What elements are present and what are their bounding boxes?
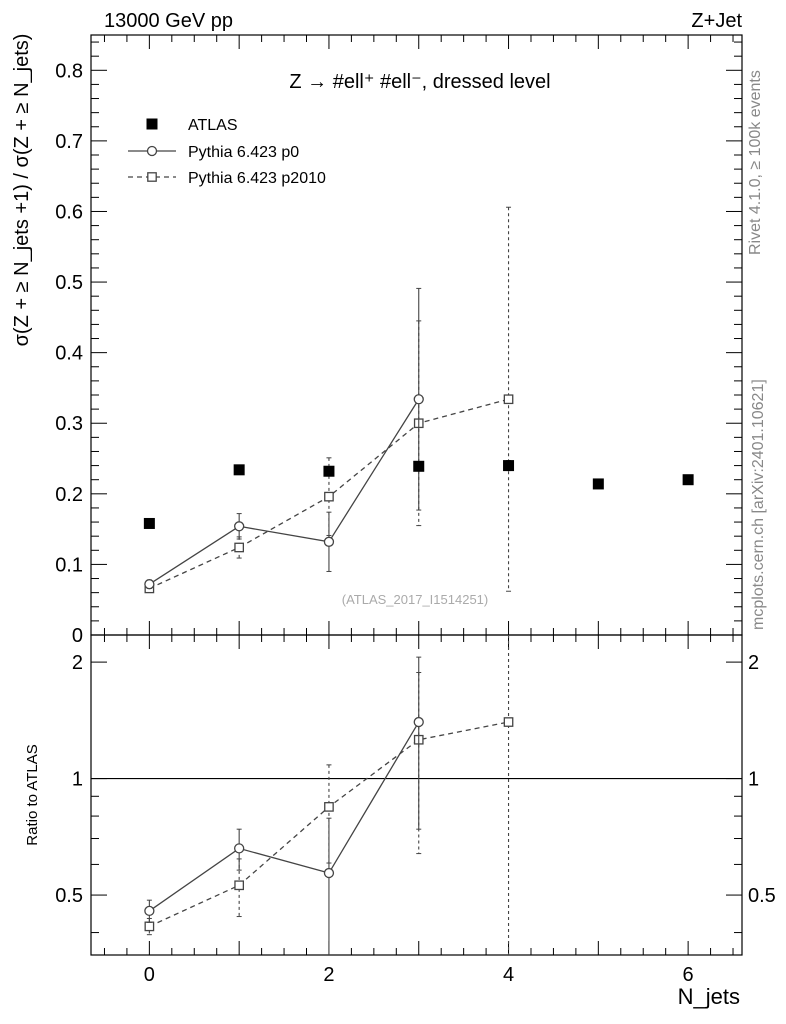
ratio-point-pythia-6-423-p2010 (503, 717, 514, 727)
y-tick-label: 0.5 (55, 272, 83, 294)
x-tick-label: 4 (503, 964, 514, 986)
x-tick-label: 2 (323, 964, 334, 986)
main-point-pythia-6-423-p2010 (234, 542, 245, 553)
main-point-atlas (413, 460, 425, 472)
ratio-point-pythia-6-423-p2010 (324, 802, 334, 812)
ratio-data-layer (91, 635, 742, 955)
ratio-point-pythia-6-423-p0 (144, 905, 155, 917)
legend-marker-atlas (146, 118, 158, 130)
main-y-axis-label: σ(Z + ≥ N_jets +1) / σ(Z + ≥ N_jets) (11, 34, 33, 347)
ratio-point-pythia-6-423-p0 (234, 843, 245, 854)
legend-label-pythia-6-423-p0: Pythia 6.423 p0 (188, 144, 299, 161)
plot-title: Z → #ell⁺ #ell⁻, dressed level (289, 71, 550, 93)
ratio-line-pythia-6-423-p0 (148, 721, 420, 912)
legend-label-pythia-6-423-p2010: Pythia 6.423 p2010 (188, 170, 326, 187)
main-point-pythia-6-423-p0 (234, 521, 245, 532)
legend-marker-pythia-6-423-p0 (146, 145, 158, 157)
y-tick-label: 0.4 (55, 343, 83, 365)
main-point-atlas (233, 464, 245, 476)
ratio-point-pythia-6-423-p0 (323, 867, 335, 879)
ratio-point-pythia-6-423-p2010 (144, 921, 155, 932)
ratio-y-axis-label: Ratio to ATLAS (24, 744, 41, 845)
main-point-atlas (682, 474, 694, 486)
ratio-point-pythia-6-423-p2010 (234, 880, 245, 891)
y-tick-label: 0.7 (55, 131, 83, 153)
ratio-y-tick-label-right: 1 (748, 769, 759, 791)
x-axis-label: N_jets (678, 984, 740, 1009)
main-axis-ticks: 0 0.1 0.2 0.3 0.4 0.5 0.6 0.7 0.8 (55, 35, 742, 647)
x-tick-label: 0 (144, 964, 155, 986)
ratio-y-tick-label-right: 2 (748, 652, 759, 674)
main-line-pythia-6-423-p0 (149, 398, 420, 585)
main-point-atlas (592, 478, 604, 490)
ratio-axis-ticks: 0.5 0.5 1 1 2 2 0 2 4 6 (55, 635, 776, 986)
y-tick-label: 0.8 (55, 60, 83, 82)
main-data-layer (143, 206, 694, 594)
rivet-version-label: Rivet 4.1.0, ≥ 100k events (747, 70, 764, 255)
ratio-y-tick-label: 2 (72, 652, 83, 674)
main-point-pythia-6-423-p0 (413, 394, 424, 405)
y-tick-label: 0 (72, 625, 83, 647)
ratio-y-tick-label: 1 (72, 769, 83, 791)
legend-label-atlas: ATLAS (188, 117, 238, 134)
y-tick-label: 0.3 (55, 413, 83, 435)
ratio-panel: 0.5 0.5 1 1 2 2 0 2 4 6 Ratio to ATLAS N_jets (24, 634, 776, 1009)
y-tick-label: 0.1 (55, 554, 83, 576)
main-panel: 0 0.1 0.2 0.3 0.4 0.5 0.6 0.7 0.8 Z → #ell⁺ #ell… (11, 34, 743, 647)
y-tick-label: 0.6 (55, 201, 83, 223)
ratio-point-pythia-6-423-p0 (413, 716, 424, 728)
main-point-pythia-6-423-p2010 (503, 394, 514, 405)
header-process-label: Z+Jet (691, 10, 742, 32)
legend-marker-pythia-6-423-p2010 (147, 172, 157, 182)
mcplots-credit-label: mcplots.cern.ch [arXiv:2401.10621] (750, 379, 767, 630)
main-point-atlas (323, 465, 335, 477)
main-point-pythia-6-423-p0 (144, 579, 155, 590)
main-point-pythia-6-423-p2010 (324, 491, 334, 502)
ratio-y-tick-label-right: 0.5 (748, 885, 776, 907)
x-tick-label: 6 (683, 964, 694, 986)
ratio-frame (90, 634, 743, 956)
header-energy-label: 13000 GeV pp (104, 10, 233, 32)
main-point-pythia-6-423-p0 (323, 536, 335, 547)
analysis-label: (ATLAS_2017_I1514251) (342, 592, 488, 607)
ratio-y-tick-label: 0.5 (55, 885, 83, 907)
main-point-atlas (503, 460, 515, 472)
y-tick-label: 0.2 (55, 484, 83, 506)
legend: ATLAS Pythia 6.423 p0 Pythia 6.423 p2010 (128, 117, 326, 187)
main-point-atlas (143, 517, 155, 529)
